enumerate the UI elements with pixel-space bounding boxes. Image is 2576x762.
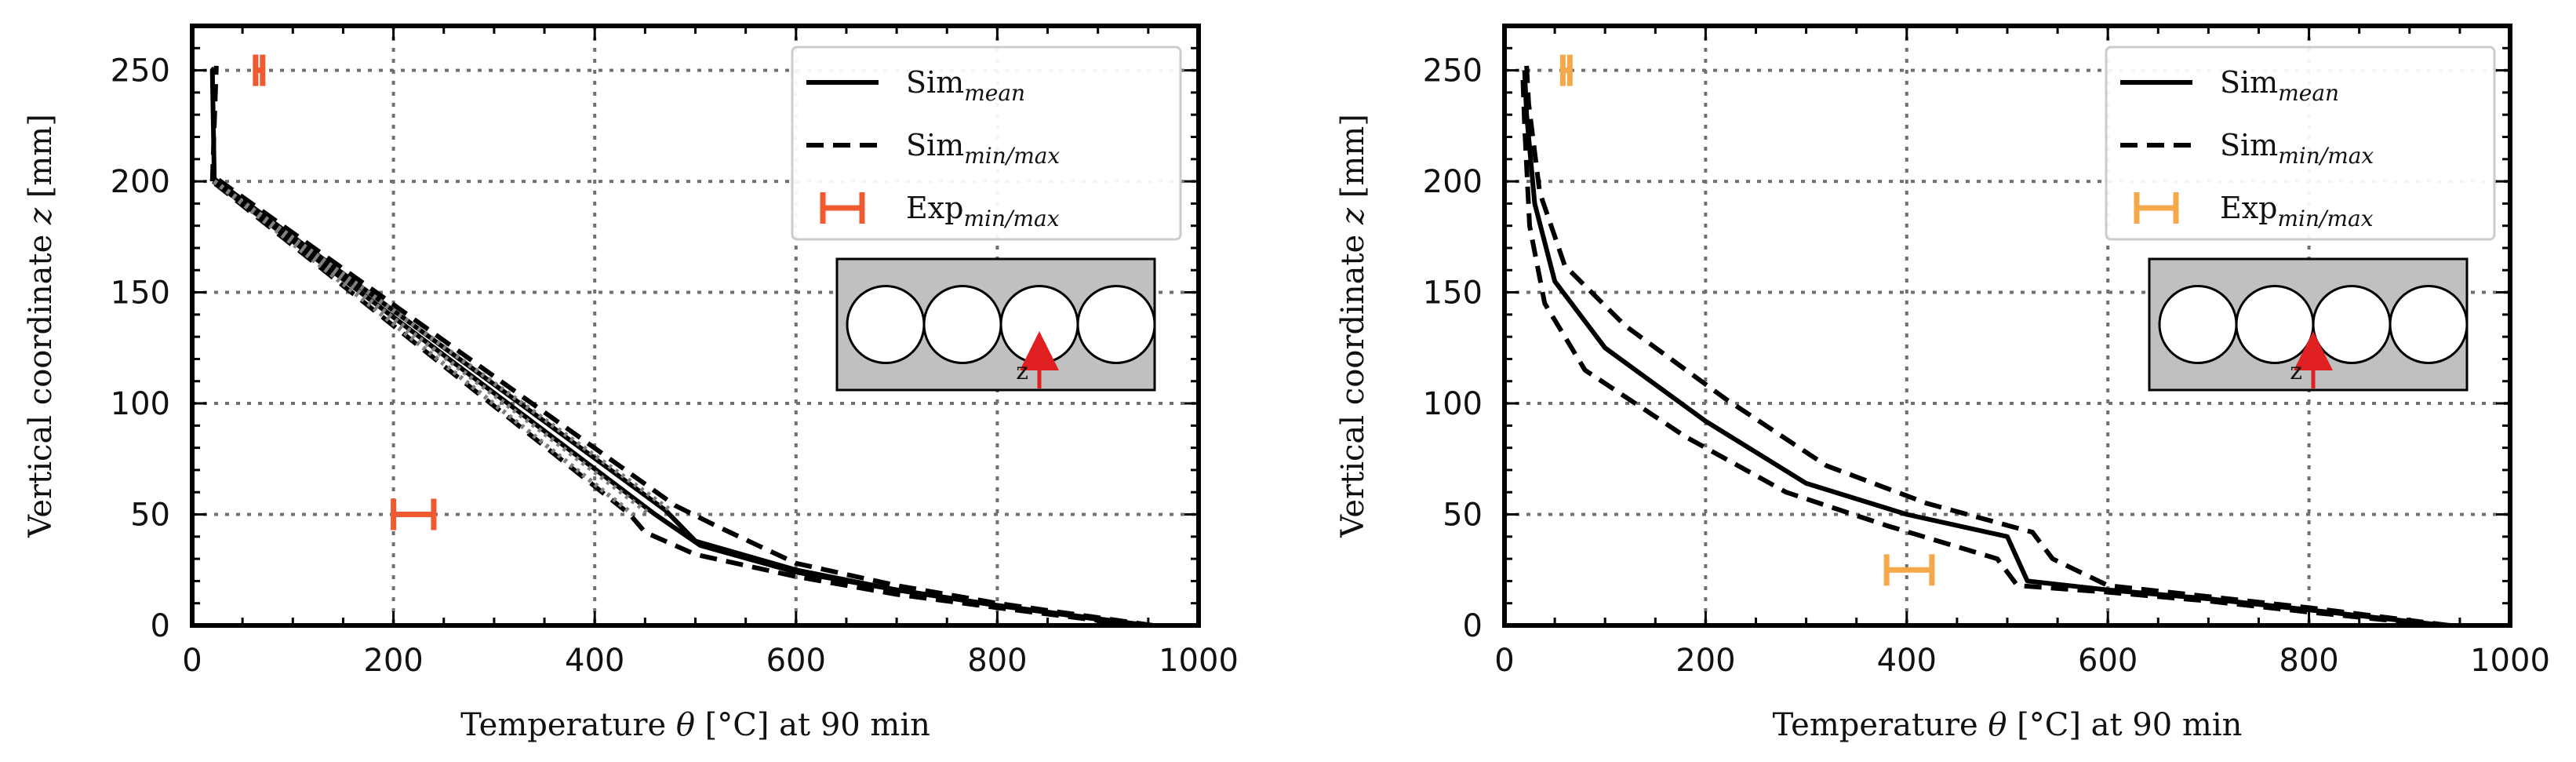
y-tick-label: 200 bbox=[1423, 164, 1483, 200]
y-tick-label: 100 bbox=[1423, 386, 1483, 422]
series-line-sim-min bbox=[210, 179, 1139, 628]
inset-z-label: z bbox=[1016, 358, 1028, 385]
inset-z-label: z bbox=[2290, 358, 2302, 385]
inset-circle bbox=[922, 285, 1002, 364]
legend: Simmean Simmin/max Expmin/max bbox=[791, 46, 1182, 241]
legend-label: Simmean bbox=[906, 65, 1025, 106]
x-axis-label: Temperature θ [°C] at 90 min bbox=[460, 707, 930, 743]
y-tick-label: 250 bbox=[1423, 53, 1483, 89]
y-tick-label: 150 bbox=[111, 275, 170, 312]
plot-frame bbox=[1502, 24, 2512, 628]
legend-label: Simmin/max bbox=[906, 128, 1060, 169]
inset-schematic: z bbox=[2148, 257, 2469, 392]
y-tick-label: 150 bbox=[1423, 275, 1483, 312]
inset-circle bbox=[1076, 285, 1156, 364]
x-tick-label: 0 bbox=[182, 643, 202, 679]
exp-errorbar bbox=[391, 498, 437, 530]
inset-circle bbox=[2312, 285, 2392, 364]
legend: Simmean Simmin/max Expmin/max bbox=[2105, 46, 2496, 241]
legend-label: Expmin/max bbox=[2220, 191, 2374, 232]
series-line-sim-max bbox=[213, 174, 1154, 628]
legend-label: Simmin/max bbox=[2220, 128, 2374, 169]
x-tick-label: 800 bbox=[2279, 643, 2338, 679]
legend-label: Expmin/max bbox=[906, 191, 1060, 232]
exp-errorbar bbox=[253, 54, 266, 86]
legend-label: Simmean bbox=[2220, 65, 2339, 106]
x-tick-label: 0 bbox=[1494, 643, 1514, 679]
series-line-sim-min bbox=[1520, 70, 2440, 628]
x-tick-label: 600 bbox=[766, 643, 826, 679]
exp-errorbar bbox=[1559, 54, 1573, 86]
plot-frame bbox=[190, 24, 1201, 628]
x-tick-label: 200 bbox=[1675, 643, 1735, 679]
y-tick-label: 0 bbox=[1463, 608, 1483, 644]
inset-schematic: z bbox=[835, 257, 1156, 392]
x-tick-label: 1000 bbox=[1159, 643, 1239, 679]
x-tick-label: 1000 bbox=[2470, 643, 2550, 679]
inset-circle bbox=[2158, 285, 2238, 364]
x-tick-label: 600 bbox=[2078, 643, 2138, 679]
right-chart: 0 200 400 600 800 1000 0 50 100 150 200 250 Temperat… bbox=[1335, 24, 2550, 743]
inset-circle bbox=[2389, 285, 2469, 364]
series-line-sim-max bbox=[1524, 65, 2450, 628]
exp-errorbar bbox=[1883, 554, 1935, 586]
y-tick-label: 0 bbox=[151, 608, 170, 644]
y-tick-label: 50 bbox=[1443, 498, 1483, 534]
series-line-sim-mid bbox=[212, 179, 1144, 628]
series-line-sim-min-upper bbox=[209, 65, 219, 182]
y-tick-label: 200 bbox=[111, 164, 170, 200]
x-tick-label: 400 bbox=[1877, 643, 1937, 679]
x-axis-label: Temperature θ [°C] at 90 min bbox=[1773, 707, 2243, 743]
y-tick-label: 100 bbox=[111, 386, 170, 422]
transition-line bbox=[213, 179, 652, 516]
transition-line bbox=[213, 179, 635, 516]
x-tick-label: 200 bbox=[363, 643, 423, 679]
y-tick-label: 50 bbox=[130, 498, 170, 534]
y-axis-label: Vertical coordinate z [mm] bbox=[23, 114, 59, 538]
x-tick-label: 400 bbox=[565, 643, 624, 679]
x-tick-label: 800 bbox=[967, 643, 1027, 679]
left-chart: 0 200 400 600 800 1000 0 50 100 150 200 250 Temperat… bbox=[23, 24, 1239, 743]
y-tick-label: 250 bbox=[111, 53, 170, 89]
y-axis-label: Vertical coordinate z [mm] bbox=[1335, 114, 1371, 538]
inset-circle bbox=[2235, 285, 2315, 364]
inset-circle bbox=[846, 285, 926, 364]
